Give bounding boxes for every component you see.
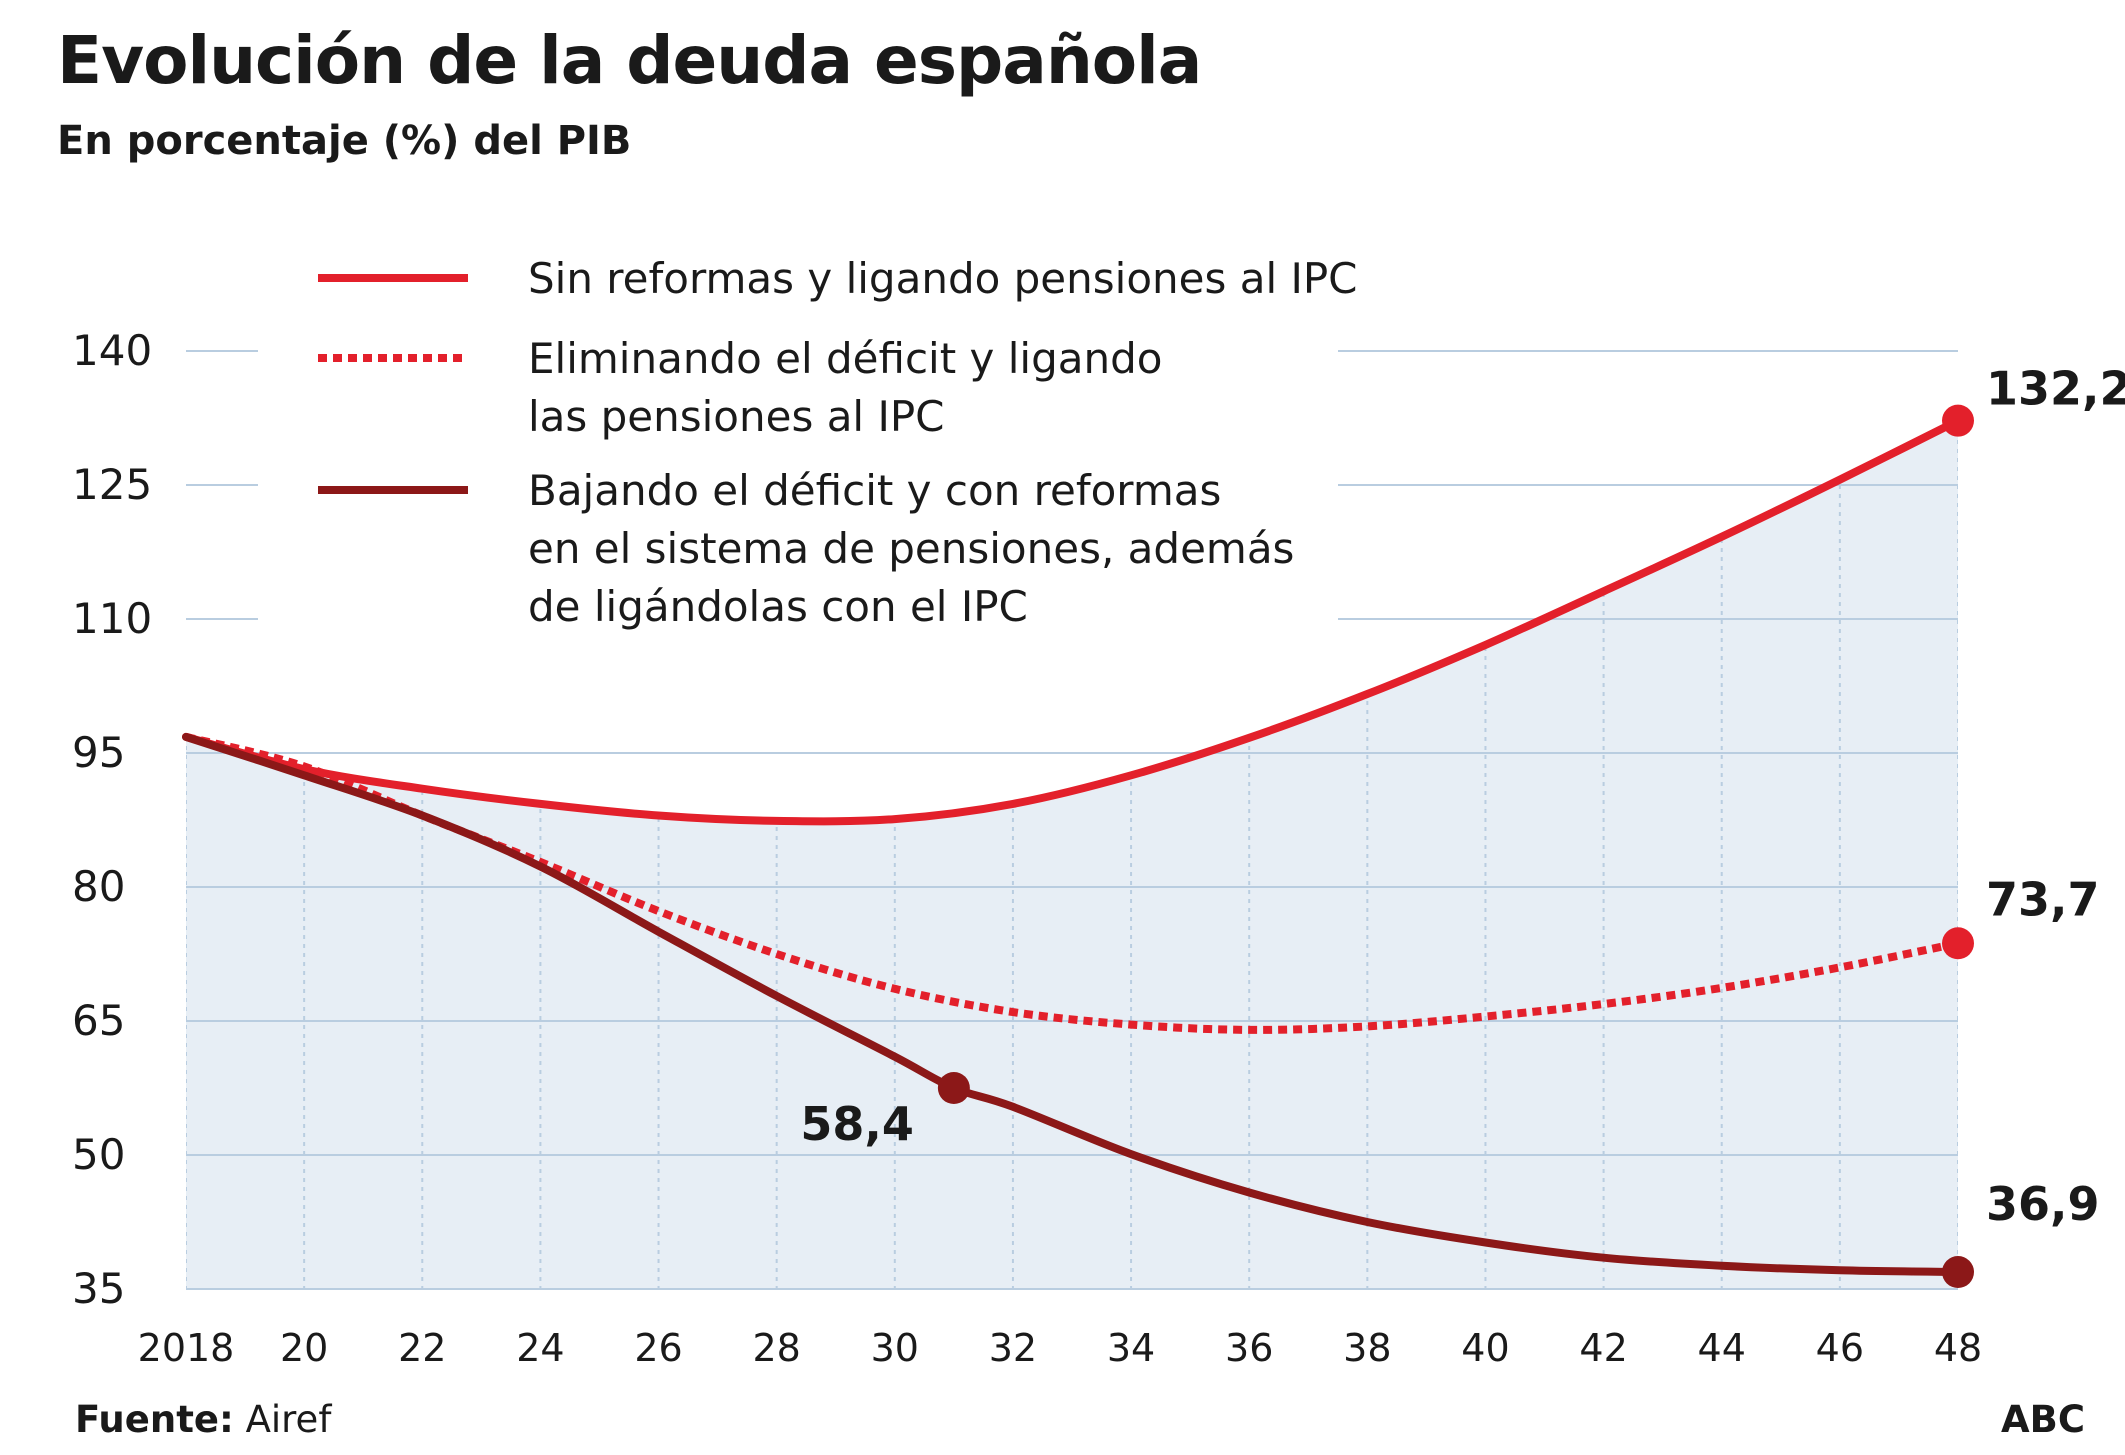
x-tick-label: 30 [871, 1326, 919, 1370]
legend-label: Bajando el déficit y con reformas [528, 466, 1221, 515]
series-line-1 [182, 416, 1962, 826]
y-tick-label: 140 [72, 326, 152, 375]
y-tick-label: 35 [72, 1264, 125, 1313]
marker-dark-2 [1942, 1256, 1974, 1289]
x-tick-label: 22 [398, 1326, 446, 1370]
source-value: Airef [245, 1398, 332, 1441]
x-tick-label: 38 [1343, 1326, 1391, 1370]
legend-label: en el sistema de pensiones, además [528, 524, 1294, 573]
source-label: Fuente: [75, 1398, 234, 1441]
value-label: 58,4 [800, 1097, 914, 1151]
x-tick-label: 48 [1934, 1326, 1982, 1370]
chart-subtitle: En porcentaje (%) del PIB [57, 118, 632, 164]
x-tick-label: 46 [1816, 1326, 1864, 1370]
x-tick-label: 26 [634, 1326, 682, 1370]
x-tick-label: 24 [516, 1326, 564, 1370]
x-tick-label: 32 [989, 1326, 1037, 1370]
y-tick-label: 65 [72, 996, 125, 1045]
area-fill [186, 420, 1958, 1289]
value-label: 132,2 [1986, 362, 2125, 416]
value-label: 36,9 [1986, 1177, 2100, 1231]
y-tick-label: 95 [72, 728, 125, 777]
end-marker-1 [1942, 404, 1974, 437]
legend-label: Eliminando el déficit y ligando [528, 334, 1162, 383]
chart-title: Evolución de la deuda española [57, 22, 1202, 99]
x-tick-label: 20 [280, 1326, 328, 1370]
series-line-2 [185, 733, 1959, 1034]
marker-dark-1 [937, 1072, 970, 1104]
y-tick-label: 125 [72, 460, 152, 509]
series-line-3 [182, 732, 1962, 1276]
x-tick-label: 42 [1579, 1326, 1627, 1370]
y-tick-label: 110 [72, 594, 152, 643]
legend-label: las pensiones al IPC [528, 392, 945, 441]
brand-logo-text: ABC [2001, 1398, 2085, 1441]
y-tick-label: 50 [72, 1130, 125, 1179]
legend-label: Sin reformas y ligando pensiones al IPC [528, 254, 1358, 303]
x-tick-label: 2018 [138, 1326, 235, 1370]
end-marker-2 [1942, 927, 1974, 960]
x-tick-label: 44 [1698, 1326, 1746, 1370]
x-tick-label: 34 [1107, 1326, 1155, 1370]
x-tick-label: 28 [752, 1326, 800, 1370]
source-note: Fuente: Airef [75, 1398, 331, 1441]
legend-backdrop [258, 250, 1338, 620]
x-tick-label: 40 [1461, 1326, 1509, 1370]
legend-label: de ligándolas con el IPC [528, 582, 1028, 631]
y-tick-label: 80 [72, 862, 125, 911]
x-tick-label: 36 [1225, 1326, 1273, 1370]
value-label: 73,7 [1986, 872, 2100, 926]
